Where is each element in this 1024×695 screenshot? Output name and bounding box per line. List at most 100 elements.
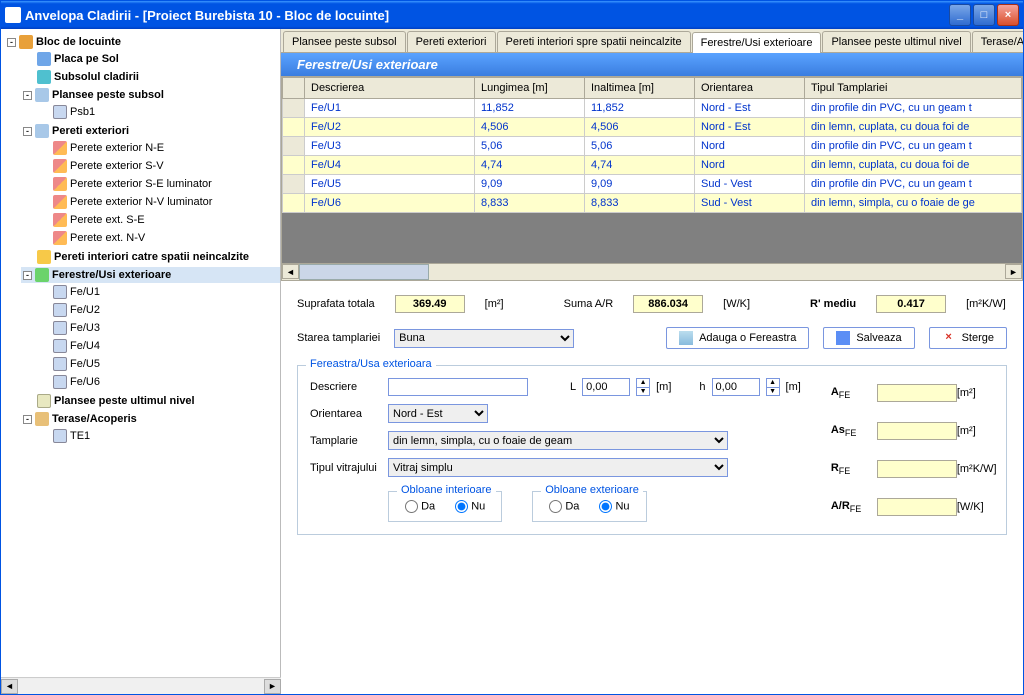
tree-fe3[interactable]: Fe/U3 (70, 322, 100, 334)
label-Afe: AFE (831, 386, 877, 400)
label-Rfe: RFE (831, 462, 877, 476)
data-grid[interactable]: Descrierea Lungimea [m] Inaltimea [m] Or… (281, 76, 1023, 281)
select-vitraj[interactable]: Vitraj simplu (388, 458, 728, 477)
value-ARfe (877, 498, 957, 516)
table-row[interactable]: Fe/U111,85211,852Nord - Estdin profile d… (283, 99, 1022, 118)
add-window-button[interactable]: Adauga o Fereastra (666, 327, 809, 349)
value-rmediu: 0.417 (876, 295, 946, 313)
delete-button[interactable]: ×Sterge (929, 327, 1007, 349)
window-item-icon (53, 339, 67, 353)
toggle-icon[interactable]: - (23, 271, 32, 280)
star-icon (37, 250, 51, 264)
table-row[interactable]: Fe/U68,8338,833Sud - Vestdin lemn, simpl… (283, 194, 1022, 213)
tree-fe1[interactable]: Fe/U1 (70, 286, 100, 298)
radio-obl-int-nu[interactable]: Nu (455, 500, 485, 513)
input-L[interactable] (582, 378, 630, 396)
col-inaltimea[interactable]: Inaltimea [m] (585, 78, 695, 99)
window-item-icon (53, 303, 67, 317)
tree-hscroll[interactable]: ◄► (1, 677, 281, 694)
tree-pe-nv[interactable]: Perete ext. N-V (70, 232, 145, 244)
tab-pereti-exteriori[interactable]: Pereti exteriori (407, 31, 496, 52)
tree-fe4[interactable]: Fe/U4 (70, 340, 100, 352)
tree-fe2[interactable]: Fe/U2 (70, 304, 100, 316)
window-item-icon (53, 321, 67, 335)
minimize-button[interactable]: _ (949, 4, 971, 26)
wall-item-icon (53, 213, 67, 227)
tree-pe-nv-lum[interactable]: Perete exterior N-V luminator (70, 196, 212, 208)
label-tamplarie: Tamplarie (310, 435, 380, 447)
label-suma: Suma A/R (564, 298, 614, 310)
tab-plansee-ultimul[interactable]: Plansee peste ultimul nivel (822, 31, 970, 52)
tree-pereti-int[interactable]: Pereti interiori catre spatii neincalzit… (54, 251, 249, 263)
tree-view[interactable]: - Bloc de locuinte Placa pe Sol Subsolul … (1, 29, 281, 677)
select-tamplarie[interactable]: din lemn, simpla, cu o foaie de geam (388, 431, 728, 450)
tree-pe-se[interactable]: Perete ext. S-E (70, 214, 145, 226)
table-row[interactable]: Fe/U24,5064,506Nord - Estdin lemn, cupla… (283, 118, 1022, 137)
item-icon (53, 429, 67, 443)
col-tipul[interactable]: Tipul Tamplariei (805, 78, 1022, 99)
value-Asfe (877, 422, 957, 440)
house-icon (19, 35, 33, 49)
toggle-icon[interactable]: - (23, 91, 32, 100)
tree-plansee-sub[interactable]: Plansee peste subsol (52, 89, 164, 101)
tree-subsol[interactable]: Subsolul cladirii (54, 71, 139, 83)
table-row[interactable]: Fe/U59,099,09Sud - Vestdin profile din P… (283, 175, 1022, 194)
toggle-icon[interactable]: - (7, 38, 16, 47)
tree-pereti-ext[interactable]: Pereti exteriori (52, 125, 129, 137)
tree-fe5[interactable]: Fe/U5 (70, 358, 100, 370)
label-descriere: Descriere (310, 381, 380, 393)
titlebar: Anvelopa Cladirii - [Proiect Burebista 1… (1, 1, 1023, 29)
value-Afe (877, 384, 957, 402)
tree-placa[interactable]: Placa pe Sol (54, 53, 119, 65)
col-orientarea[interactable]: Orientarea (695, 78, 805, 99)
detail-fieldset: Fereastra/Usa exterioara Descriere L (297, 365, 1007, 535)
unit-L: [m] (656, 381, 671, 393)
radio-obl-int-da[interactable]: Da (405, 500, 435, 513)
select-orientarea[interactable]: Nord - Est (388, 404, 488, 423)
tree-pe-sv[interactable]: Perete exterior S-V (70, 160, 164, 172)
value-suprafata: 369.49 (395, 295, 465, 313)
col-lungimea[interactable]: Lungimea [m] (475, 78, 585, 99)
tab-terase[interactable]: Terase/Acoperis (972, 31, 1023, 52)
save-button[interactable]: Salveaza (823, 327, 914, 349)
tab-pereti-interiori[interactable]: Pereti interiori spre spatii neincalzite (497, 31, 691, 52)
unit-suprafata: [m²] (485, 298, 504, 310)
tree-root[interactable]: Bloc de locuinte (36, 36, 121, 48)
grid-hscroll[interactable]: ◄► (282, 263, 1022, 280)
radio-obl-ext-da[interactable]: Da (549, 500, 579, 513)
value-Rfe (877, 460, 957, 478)
tree-psb1[interactable]: Psb1 (70, 106, 95, 118)
input-h[interactable] (712, 378, 760, 396)
tree-fe6[interactable]: Fe/U6 (70, 376, 100, 388)
wall-item-icon (53, 159, 67, 173)
radio-obl-ext-nu[interactable]: Nu (599, 500, 629, 513)
tree-plansee-ult[interactable]: Plansee peste ultimul nivel (54, 395, 195, 407)
unit-rmediu: [m²K/W] (966, 298, 1006, 310)
toggle-icon[interactable]: - (23, 127, 32, 136)
label-orientarea: Orientarea (310, 408, 380, 420)
basement-icon (37, 70, 51, 84)
col-descrierea[interactable]: Descrierea (305, 78, 475, 99)
close-button[interactable]: × (997, 4, 1019, 26)
window-item-icon (53, 285, 67, 299)
tree-pe-se-lum[interactable]: Perete exterior S-E luminator (70, 178, 212, 190)
wall-icon (35, 124, 49, 138)
unit-suma: [W/K] (723, 298, 750, 310)
input-descriere[interactable] (388, 378, 528, 396)
table-row[interactable]: Fe/U44,744,74Norddin lemn, cuplata, cu d… (283, 156, 1022, 175)
tab-plansee-subsol[interactable]: Plansee peste subsol (283, 31, 406, 52)
tree-te1[interactable]: TE1 (70, 430, 90, 442)
toggle-icon[interactable]: - (23, 415, 32, 424)
value-suma: 886.034 (633, 295, 703, 313)
wall-item-icon (53, 231, 67, 245)
tab-ferestre[interactable]: Ferestre/Usi exterioare (692, 32, 822, 53)
wall-item-icon (53, 141, 67, 155)
select-stare[interactable]: Buna (394, 329, 574, 348)
tabbar: Plansee peste subsol Pereti exteriori Pe… (281, 29, 1023, 53)
table-row[interactable]: Fe/U35,065,06Norddin profile din PVC, cu… (283, 137, 1022, 156)
tree-ferestre[interactable]: Ferestre/Usi exterioare (52, 269, 171, 281)
maximize-button[interactable]: □ (973, 4, 995, 26)
tree-pe-ne[interactable]: Perete exterior N-E (70, 142, 164, 154)
tree-terase[interactable]: Terase/Acoperis (52, 413, 137, 425)
window-item-icon (53, 375, 67, 389)
